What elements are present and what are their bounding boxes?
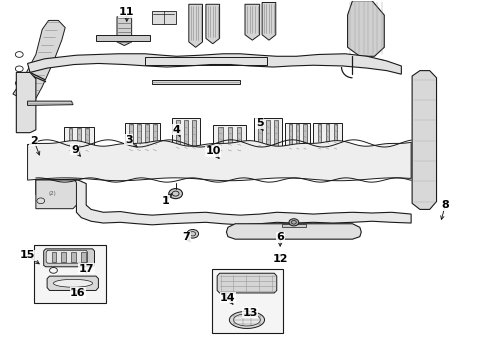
Bar <box>152 11 175 24</box>
Polygon shape <box>117 17 132 45</box>
Circle shape <box>178 60 183 63</box>
Polygon shape <box>217 273 277 293</box>
Bar <box>289 124 292 149</box>
Polygon shape <box>27 141 411 181</box>
Circle shape <box>379 60 384 63</box>
Bar <box>212 269 283 333</box>
Bar <box>129 124 133 150</box>
Text: 13: 13 <box>242 308 258 318</box>
Bar <box>228 127 232 151</box>
Bar <box>145 124 149 150</box>
Text: 4: 4 <box>172 125 180 135</box>
Circle shape <box>138 60 143 63</box>
Circle shape <box>97 60 102 63</box>
Text: 9: 9 <box>71 144 79 154</box>
Circle shape <box>258 60 263 63</box>
Circle shape <box>169 189 182 199</box>
Text: 8: 8 <box>441 200 449 210</box>
Polygon shape <box>206 4 220 44</box>
Bar <box>237 127 242 151</box>
Text: 2: 2 <box>30 136 38 145</box>
Bar <box>77 129 81 151</box>
Polygon shape <box>245 4 260 40</box>
Polygon shape <box>189 4 202 47</box>
Circle shape <box>299 60 304 63</box>
Circle shape <box>218 60 223 63</box>
Bar <box>71 252 76 262</box>
Text: (2): (2) <box>48 191 56 196</box>
Text: 15: 15 <box>20 250 35 260</box>
Bar <box>326 124 329 149</box>
Bar <box>176 120 180 148</box>
Polygon shape <box>13 21 65 105</box>
Text: 10: 10 <box>205 146 221 156</box>
Bar <box>81 252 86 262</box>
Text: 16: 16 <box>70 288 86 298</box>
Polygon shape <box>412 71 437 210</box>
Text: 11: 11 <box>119 7 135 17</box>
Polygon shape <box>36 179 411 225</box>
Bar <box>64 127 94 153</box>
Polygon shape <box>226 224 361 239</box>
Ellipse shape <box>53 279 93 287</box>
Bar <box>51 252 56 262</box>
Polygon shape <box>347 1 384 56</box>
Bar <box>303 124 307 149</box>
Bar <box>274 120 278 146</box>
Polygon shape <box>152 80 240 84</box>
Text: 17: 17 <box>78 264 94 274</box>
Circle shape <box>339 60 344 63</box>
Bar <box>266 120 270 146</box>
Bar <box>296 124 299 149</box>
Text: 12: 12 <box>272 254 288 264</box>
Polygon shape <box>262 3 276 40</box>
Bar <box>334 124 338 149</box>
Bar <box>318 124 321 149</box>
Bar <box>258 120 262 146</box>
Text: 7: 7 <box>182 232 190 242</box>
Bar <box>192 120 196 148</box>
Bar <box>85 129 89 151</box>
Polygon shape <box>27 54 401 74</box>
Text: 5: 5 <box>256 118 264 128</box>
Bar <box>213 126 246 152</box>
Polygon shape <box>44 249 95 267</box>
Bar <box>69 129 73 151</box>
Bar <box>137 124 141 150</box>
Circle shape <box>289 219 299 226</box>
Polygon shape <box>36 180 76 209</box>
Bar <box>219 127 222 151</box>
Text: 3: 3 <box>125 135 132 145</box>
Polygon shape <box>16 72 36 133</box>
Bar <box>152 124 157 150</box>
Circle shape <box>57 60 62 63</box>
Circle shape <box>187 229 198 238</box>
Text: 1: 1 <box>162 196 170 206</box>
Polygon shape <box>282 224 306 226</box>
Bar <box>314 123 342 150</box>
Bar <box>34 244 106 303</box>
Ellipse shape <box>229 311 265 328</box>
Polygon shape <box>47 276 98 291</box>
Polygon shape <box>96 35 150 41</box>
Text: 6: 6 <box>276 232 284 242</box>
Bar <box>254 118 282 148</box>
Bar <box>172 118 200 150</box>
Bar <box>61 252 66 262</box>
Bar <box>184 120 188 148</box>
Bar <box>125 123 160 152</box>
Ellipse shape <box>234 314 260 326</box>
Polygon shape <box>46 250 88 263</box>
Text: 14: 14 <box>220 293 236 303</box>
Polygon shape <box>27 101 73 105</box>
Bar <box>285 123 311 150</box>
